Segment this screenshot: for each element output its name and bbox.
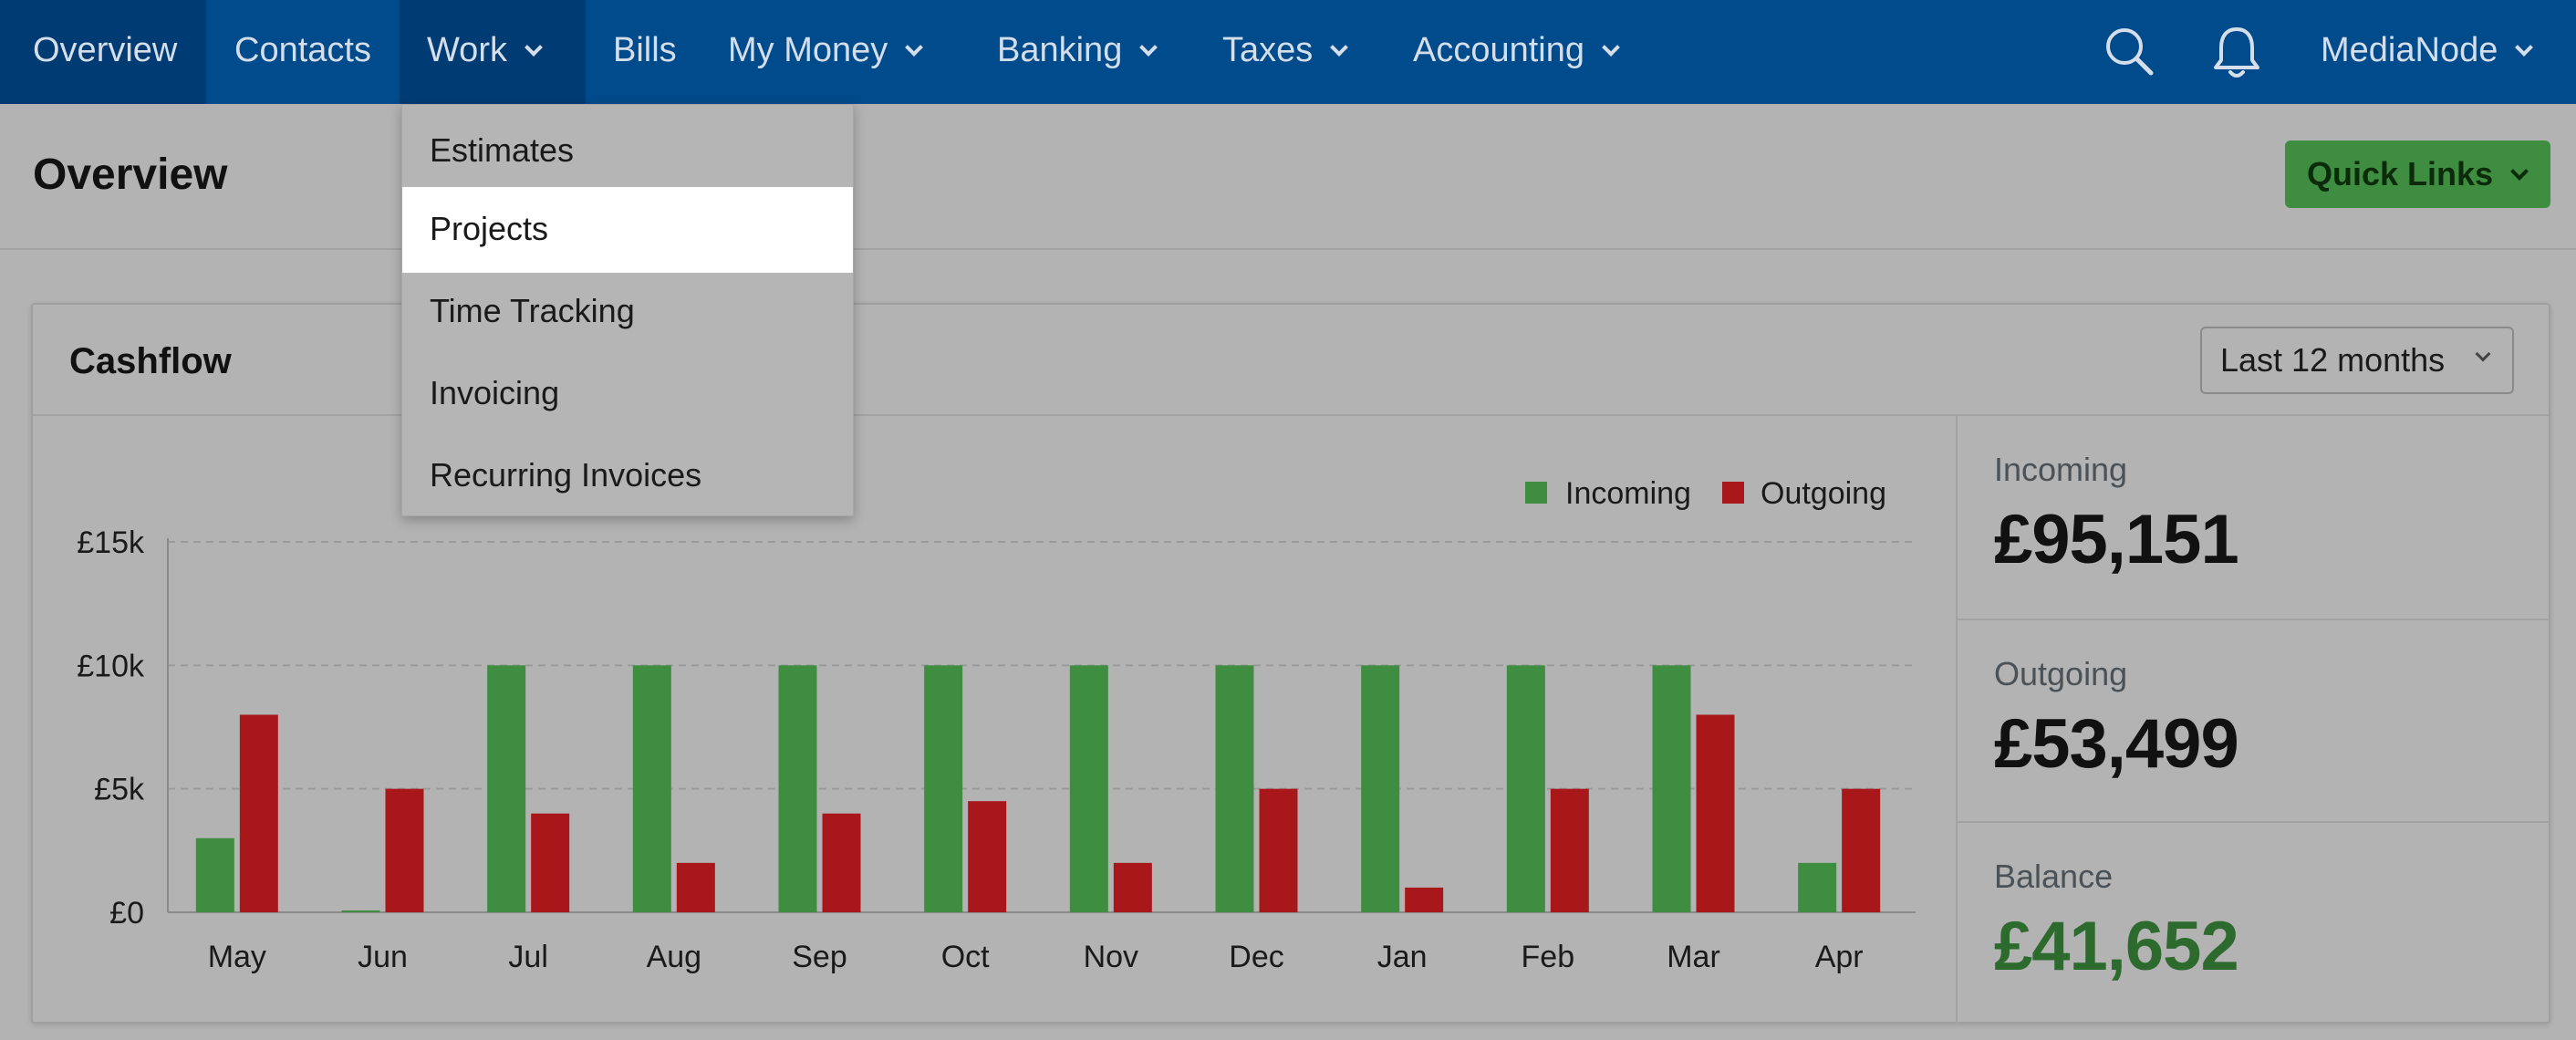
menu-item-recurring-invoices[interactable]: Recurring Invoices xyxy=(430,456,702,494)
cashflow-header: Cashflow Last 12 months xyxy=(33,305,2549,416)
x-tick-label: Apr xyxy=(1815,940,1864,974)
x-tick-label: Jun xyxy=(358,940,408,974)
stat-value: £53,499 xyxy=(1994,705,2239,783)
bar-outgoing-nov xyxy=(1113,862,1152,912)
chevron-down-icon xyxy=(1139,38,1158,57)
cashflow-chart: £0 £5k £10k £15k May Jun Jul Aug Sep Oct Nov Dec Jan… xyxy=(77,476,1916,974)
nav-accounting[interactable]: Accounting xyxy=(1413,0,1620,104)
x-tick-label: Nov xyxy=(1084,940,1138,974)
bar-outgoing-jan xyxy=(1405,887,1444,912)
stat-value: £95,151 xyxy=(1994,501,2239,578)
work-dropdown-menu: Estimates Projects Time Tracking Invoici… xyxy=(401,104,854,516)
search-icon[interactable] xyxy=(2102,24,2156,78)
stat-balance: Balance £41,652 xyxy=(1958,821,2550,1024)
stat-incoming: Incoming £95,151 xyxy=(1958,416,2550,619)
bar-incoming-may xyxy=(195,837,234,912)
bar-outgoing-jun xyxy=(385,788,424,912)
bar-incoming-nov xyxy=(1069,665,1108,912)
nav-overview[interactable]: Overview xyxy=(0,0,206,104)
bar-incoming-apr xyxy=(1798,862,1837,912)
menu-item-invoicing[interactable]: Invoicing xyxy=(430,374,560,411)
stat-label: Incoming xyxy=(1994,451,2128,488)
menu-item-time-tracking[interactable]: Time Tracking xyxy=(430,292,635,329)
account-menu[interactable]: MediaNode xyxy=(2321,0,2534,104)
x-tick-label: Oct xyxy=(941,940,990,974)
cashflow-stats: Incoming £95,151 Outgoing £53,499 Balanc… xyxy=(1956,416,2550,1024)
bar-incoming-aug xyxy=(632,665,671,912)
chevron-down-icon xyxy=(1602,38,1620,57)
quick-links-button[interactable]: Quick Links xyxy=(2285,140,2550,208)
menu-item-projects[interactable]: Projects xyxy=(402,187,853,273)
y-tick-label: £15k xyxy=(77,525,145,560)
y-tick-label: £0 xyxy=(109,896,144,931)
stat-outgoing: Outgoing £53,499 xyxy=(1958,619,2550,821)
bar-incoming-jul xyxy=(487,665,526,912)
bar-incoming-mar xyxy=(1652,665,1691,912)
bar-incoming-feb xyxy=(1506,665,1545,912)
bar-incoming-jun xyxy=(341,910,380,912)
bar-outgoing-aug xyxy=(676,862,715,912)
x-tick-label: Aug xyxy=(647,940,702,974)
legend-swatch-incoming xyxy=(1525,482,1547,504)
bar-incoming-sep xyxy=(778,665,817,912)
x-tick-label: Feb xyxy=(1522,940,1575,974)
menu-item-estimates[interactable]: Estimates xyxy=(430,131,575,169)
cashflow-title: Cashflow xyxy=(69,341,232,381)
x-tick-label: May xyxy=(208,940,266,974)
bar-incoming-jan xyxy=(1361,665,1400,912)
bar-outgoing-feb xyxy=(1550,788,1589,912)
nav-banking[interactable]: Banking xyxy=(997,0,1158,104)
chevron-down-icon xyxy=(1330,38,1349,57)
bar-outgoing-sep xyxy=(822,813,861,912)
nav-contacts[interactable]: Contacts xyxy=(234,31,371,69)
bar-incoming-oct xyxy=(924,665,963,912)
stat-label: Balance xyxy=(1994,858,2114,895)
bar-outgoing-jul xyxy=(531,813,570,912)
legend-swatch-outgoing xyxy=(1722,482,1744,504)
chevron-down-icon xyxy=(2515,38,2534,57)
bell-icon[interactable] xyxy=(2209,24,2264,80)
cashflow-card: Cashflow Last 12 months £0 £5k £10k £15k May… xyxy=(31,303,2550,1024)
chevron-down-icon xyxy=(905,38,924,57)
x-tick-label: Jan xyxy=(1377,940,1428,974)
nav-taxes[interactable]: Taxes xyxy=(1222,0,1349,104)
stat-label: Outgoing xyxy=(1994,655,2128,692)
bar-outgoing-mar xyxy=(1696,714,1735,912)
nav-work[interactable]: Work xyxy=(400,0,586,104)
page-title: Overview xyxy=(33,151,228,199)
legend-label-outgoing: Outgoing xyxy=(1761,476,1886,511)
bar-incoming-dec xyxy=(1215,665,1254,912)
y-tick-label: £5k xyxy=(94,773,145,807)
bar-outgoing-may xyxy=(239,714,278,912)
nav-bills[interactable]: Bills xyxy=(613,31,677,69)
chevron-down-icon xyxy=(525,38,543,57)
x-tick-label: Sep xyxy=(792,940,847,974)
legend-label-incoming: Incoming xyxy=(1565,476,1691,511)
stat-value: £41,652 xyxy=(1994,908,2239,985)
top-nav: Overview Contacts Work Bills My Money Ba… xyxy=(0,0,2576,104)
x-tick-label: Mar xyxy=(1667,940,1720,974)
period-select[interactable]: Last 12 months xyxy=(2200,327,2514,394)
x-tick-label: Jul xyxy=(508,940,547,974)
chevron-down-icon xyxy=(2510,162,2529,181)
y-tick-label: £10k xyxy=(77,649,145,683)
bar-outgoing-apr xyxy=(1842,788,1881,912)
bar-outgoing-dec xyxy=(1259,788,1298,912)
chevron-down-icon xyxy=(2475,346,2491,362)
page-header: Overview Quick Links xyxy=(0,104,2576,250)
bar-outgoing-oct xyxy=(968,801,1007,912)
x-tick-label: Dec xyxy=(1229,940,1283,974)
nav-my-money[interactable]: My Money xyxy=(728,0,924,104)
